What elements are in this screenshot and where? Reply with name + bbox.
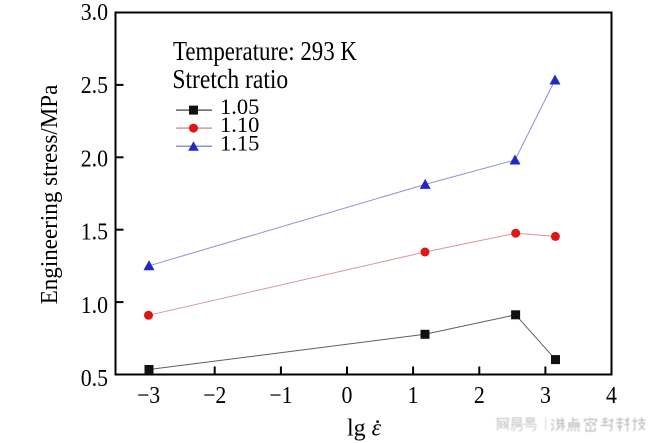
svg-text:2.5: 2.5 xyxy=(81,72,108,98)
svg-text:1.15: 1.15 xyxy=(220,131,259,156)
svg-text:0: 0 xyxy=(342,382,353,408)
svg-text:2.0: 2.0 xyxy=(81,145,108,171)
svg-text:1: 1 xyxy=(408,382,419,408)
svg-text:1.05: 1.05 xyxy=(220,94,259,119)
svg-text:lg ε: lg ε xyxy=(347,416,382,442)
svg-text:−2: −2 xyxy=(203,382,226,408)
svg-text:4: 4 xyxy=(606,382,617,408)
svg-text:−3: −3 xyxy=(137,382,160,408)
svg-text:1.10: 1.10 xyxy=(220,112,259,137)
svg-text:3.0: 3.0 xyxy=(81,0,108,25)
svg-text:Temperature: 293 K: Temperature: 293 K xyxy=(173,37,357,66)
svg-text:Stretch ratio: Stretch ratio xyxy=(172,65,288,95)
svg-text:1.0: 1.0 xyxy=(81,292,108,318)
svg-text:2: 2 xyxy=(474,382,485,408)
svg-text:−1: −1 xyxy=(269,382,292,408)
svg-text:3: 3 xyxy=(540,382,551,408)
svg-text:1.5: 1.5 xyxy=(81,219,108,245)
svg-text:0.5: 0.5 xyxy=(81,365,108,391)
svg-text:Engineering stress/MPa: Engineering stress/MPa xyxy=(36,84,63,304)
